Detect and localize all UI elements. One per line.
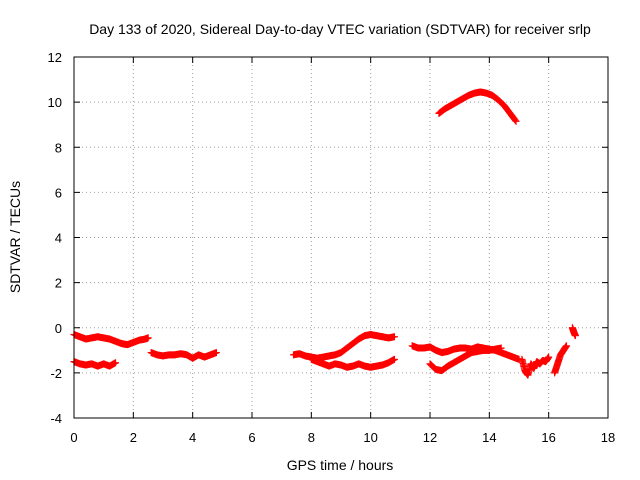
y-axis-label: SDTVAR / TECUs xyxy=(7,181,23,293)
y-tick-label: 0 xyxy=(55,321,62,336)
data-point xyxy=(571,332,579,340)
series-s2 xyxy=(70,358,120,370)
data-point xyxy=(512,117,520,125)
x-tick-label: 10 xyxy=(363,430,377,445)
x-tick-label: 6 xyxy=(248,430,255,445)
data-point xyxy=(511,116,519,124)
data-point xyxy=(144,334,152,342)
x-tick-label: 2 xyxy=(130,430,137,445)
data-point xyxy=(562,342,570,350)
x-tick-label: 18 xyxy=(601,430,615,445)
y-tick-label: -2 xyxy=(50,366,62,381)
y-axis-ticks: -4 -2 0 2 4 6 8 10 12 xyxy=(48,50,608,426)
x-axis-label: GPS time / hours xyxy=(287,457,394,473)
series-s11 xyxy=(568,324,579,340)
y-tick-label: 6 xyxy=(55,185,62,200)
series-s5 xyxy=(307,355,398,371)
series-s9 xyxy=(518,353,553,379)
x-tick-label: 14 xyxy=(482,430,496,445)
series-s8 xyxy=(435,88,520,125)
x-tick-label: 12 xyxy=(423,430,437,445)
y-tick-label: 4 xyxy=(55,231,62,246)
y-tick-label: 12 xyxy=(48,50,62,65)
x-tick-label: 0 xyxy=(70,430,77,445)
x-tick-label: 4 xyxy=(189,430,196,445)
y-tick-label: 2 xyxy=(55,276,62,291)
y-tick-label: 8 xyxy=(55,140,62,155)
data-point xyxy=(497,344,505,352)
y-tick-label: 10 xyxy=(48,95,62,110)
data-point xyxy=(545,353,553,361)
series-s3 xyxy=(147,349,220,362)
data-point xyxy=(212,349,220,357)
series-s4 xyxy=(290,331,398,362)
series-s10 xyxy=(551,342,570,377)
x-tick-label: 8 xyxy=(308,430,315,445)
y-tick-label: -4 xyxy=(50,411,62,426)
series-s7 xyxy=(426,344,505,375)
chart-title: Day 133 of 2020, Sidereal Day-to-day VTE… xyxy=(89,21,591,37)
data-point xyxy=(390,333,398,341)
grid-lines xyxy=(74,57,608,418)
x-tick-label: 16 xyxy=(541,430,555,445)
x-axis-ticks: 0 2 4 6 8 10 12 14 16 18 xyxy=(70,57,615,445)
series-s1 xyxy=(70,331,152,349)
data-point xyxy=(112,359,120,367)
data-points xyxy=(70,88,579,379)
data-point xyxy=(390,355,398,363)
